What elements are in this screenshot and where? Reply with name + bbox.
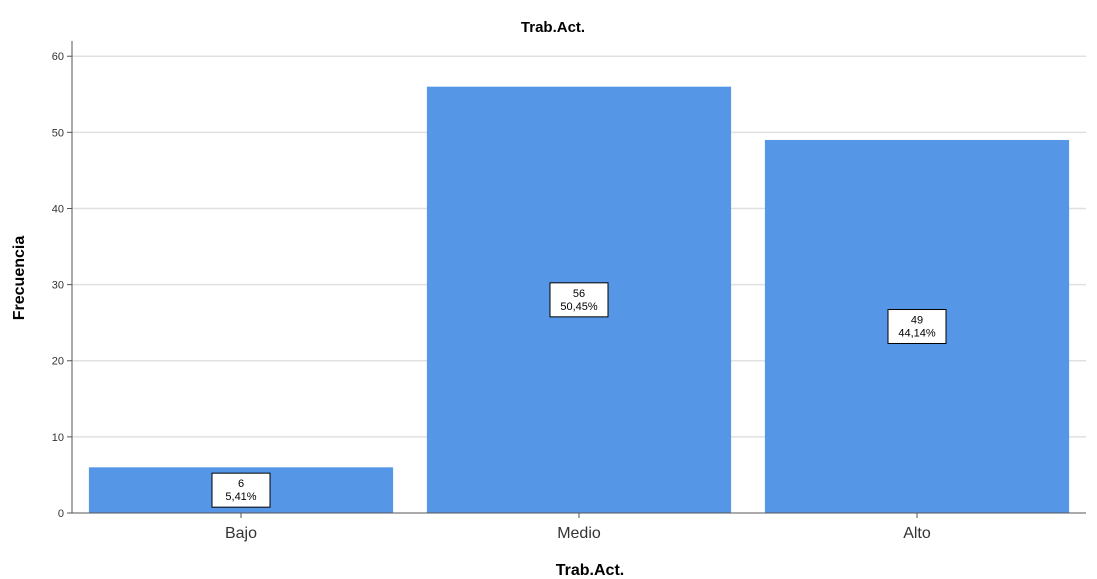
- chart-title: Trab.Act.: [521, 19, 585, 36]
- data-label-box: [887, 308, 947, 344]
- y-axis-ticks: 0 10 20 30 40 50 60: [52, 51, 72, 520]
- x-tick-label: Bajo: [225, 525, 257, 542]
- y-tick-label: 40: [52, 203, 64, 215]
- data-label-count: 56: [573, 288, 585, 300]
- data-label-box: [211, 472, 271, 508]
- y-tick-label: 60: [52, 51, 64, 63]
- x-tick-label: Medio: [557, 525, 601, 542]
- y-tick-label: 30: [52, 280, 64, 292]
- x-tick-label: Alto: [903, 525, 931, 542]
- x-axis-ticks: Bajo Medio Alto: [225, 513, 931, 542]
- y-tick-label: 50: [52, 127, 64, 139]
- y-tick-label: 0: [58, 508, 64, 520]
- data-label-percent: 5,41%: [225, 491, 256, 503]
- x-axis-title: Trab.Act.: [556, 562, 624, 579]
- data-label-percent: 50,45%: [560, 301, 598, 313]
- data-label-box: [549, 282, 609, 318]
- data-label-count: 6: [238, 478, 244, 490]
- data-label-bajo: 65,41%: [211, 472, 271, 508]
- y-tick-label: 10: [52, 432, 64, 444]
- data-label-count: 49: [911, 314, 923, 326]
- data-label-percent: 44,14%: [898, 327, 936, 339]
- y-axis-title: Frecuencia: [11, 236, 28, 321]
- y-tick-label: 20: [52, 356, 64, 368]
